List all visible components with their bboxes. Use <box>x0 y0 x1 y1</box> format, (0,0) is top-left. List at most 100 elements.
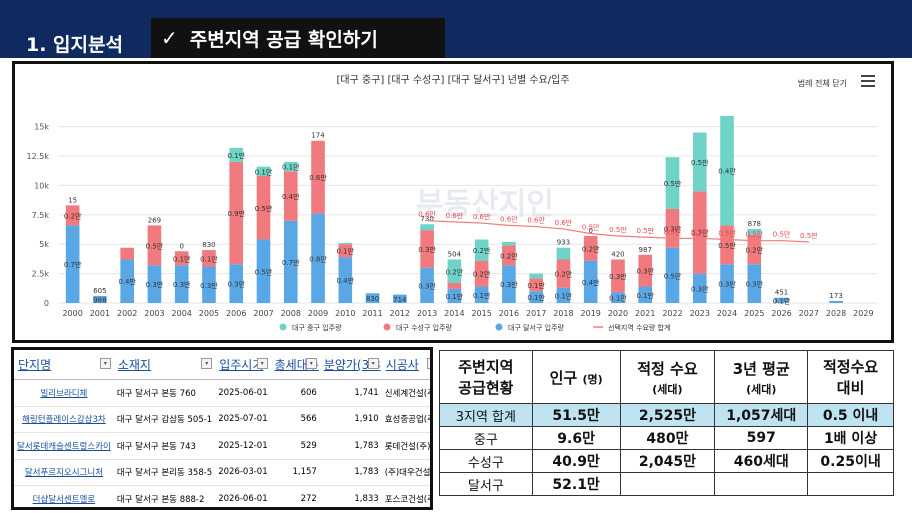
bar-suseong[interactable] <box>611 259 625 293</box>
bar-dalseo[interactable] <box>611 292 625 303</box>
x-tick-label: 2025 <box>744 309 764 318</box>
bar-suseong[interactable] <box>447 283 462 289</box>
filter-dropdown-icon[interactable]: ▾ <box>256 358 268 369</box>
bar-suseong[interactable] <box>229 161 244 265</box>
menu-icon[interactable] <box>861 75 875 87</box>
complex-name-link[interactable]: 빌리브라디체 <box>14 379 114 407</box>
bar-dalseo[interactable] <box>447 288 462 303</box>
bar-dalseo[interactable] <box>638 286 653 303</box>
bar-jung[interactable] <box>229 147 244 162</box>
bar-jung[interactable] <box>474 239 489 261</box>
bar-dalseo[interactable] <box>692 273 707 303</box>
bar-suseong[interactable] <box>338 244 353 258</box>
bar-jung[interactable] <box>747 228 762 235</box>
bar-jung[interactable] <box>529 273 543 279</box>
bar-suseong[interactable] <box>692 191 707 274</box>
bar-suseong[interactable] <box>720 225 734 265</box>
bar-jung[interactable] <box>720 116 734 226</box>
bar-dalseo[interactable] <box>529 291 543 303</box>
complex-name-link[interactable]: 달서푸르지오시그니처 <box>14 459 114 486</box>
bar-suseong[interactable] <box>147 225 162 266</box>
header-date[interactable]: 입주시기 ▾ <box>215 350 271 380</box>
bar-dalseo[interactable] <box>420 267 434 303</box>
header-name[interactable]: 단지명 ▾ <box>14 350 114 380</box>
bar-dalseo[interactable] <box>311 213 325 303</box>
bar-dalseo[interactable] <box>93 295 107 303</box>
legend-marker[interactable] <box>383 323 391 331</box>
header-population: 인구 (명) <box>531 350 621 404</box>
header-address[interactable]: 소재지 ▾ <box>113 350 216 380</box>
bar-suseong[interactable] <box>502 245 516 266</box>
bar-dalseo[interactable] <box>338 257 353 303</box>
bar-dalseo[interactable] <box>774 297 789 303</box>
bar-dalseo[interactable] <box>474 286 489 303</box>
address-cell: 대구 달서구 본동 743 <box>113 432 216 460</box>
bar-dalseo[interactable] <box>665 247 680 303</box>
bar-jung[interactable] <box>447 259 462 284</box>
bar-suseong[interactable] <box>556 259 571 288</box>
header-demand-unit: (세대) <box>652 382 683 396</box>
bar-suseong[interactable] <box>420 230 434 268</box>
bar-dalseo[interactable] <box>393 294 407 303</box>
bar-suseong[interactable] <box>174 251 189 266</box>
bar-suseong[interactable] <box>256 176 271 240</box>
bar-dalseo[interactable] <box>120 259 134 303</box>
bar-suseong[interactable] <box>65 205 80 226</box>
header-builder[interactable]: 시공사 ▾ <box>381 350 430 380</box>
bar-suseong[interactable] <box>747 234 762 265</box>
legend-marker[interactable] <box>279 323 287 331</box>
bar-dalseo[interactable] <box>502 265 516 303</box>
bar-jung[interactable] <box>556 247 571 260</box>
bar-data-label: 0.4만 <box>582 278 600 287</box>
complex-name-link[interactable]: 해링턴플레이스감삼3차 <box>14 406 114 433</box>
bar-total-label: 420 <box>611 250 624 258</box>
bar-suseong[interactable] <box>474 260 489 287</box>
legend-marker[interactable] <box>495 323 503 331</box>
header-price[interactable]: 분양가(3.3 ▾ <box>319 350 382 380</box>
bar-jung[interactable] <box>338 243 353 245</box>
header-units[interactable]: 총세대수 ▾ <box>270 350 320 380</box>
bar-jung[interactable] <box>692 132 707 192</box>
bar-data-label: 0.1만 <box>200 254 218 263</box>
bar-suseong[interactable] <box>283 171 298 221</box>
bar-suseong[interactable] <box>311 140 325 214</box>
address-cell: 대구 달서구 본동 760 <box>113 379 216 407</box>
bar-dalseo[interactable] <box>747 264 762 303</box>
bar-jung[interactable] <box>665 157 680 209</box>
bar-dalseo[interactable] <box>202 266 216 303</box>
x-tick-label: 2002 <box>117 309 137 318</box>
bar-jung[interactable] <box>502 241 516 246</box>
bar-dalseo[interactable] <box>365 293 380 303</box>
bar-data-label: 0.3만 <box>746 280 764 289</box>
demand-label: 0.6만 <box>418 210 436 219</box>
bar-dalseo[interactable] <box>829 300 843 303</box>
header-date-text: 입주시기 <box>219 358 264 372</box>
bar-suseong[interactable] <box>638 254 653 287</box>
bar-dalseo[interactable] <box>556 287 571 303</box>
complex-name-link[interactable]: 달서롯데캐슬센트럴스카이 <box>14 432 114 460</box>
bar-dalseo[interactable] <box>229 264 244 303</box>
header-ratio: 적정수요 대비 <box>807 350 894 404</box>
bar-dalseo[interactable] <box>283 220 298 303</box>
filter-dropdown-icon[interactable]: ▾ <box>201 358 213 369</box>
demand-label: 0.5만 <box>718 229 736 238</box>
bar-jung[interactable] <box>420 224 434 231</box>
bar-dalseo[interactable] <box>147 265 162 303</box>
bar-suseong[interactable] <box>202 250 216 267</box>
bar-dalseo[interactable] <box>174 265 189 303</box>
filter-dropdown-icon[interactable]: ▾ <box>305 358 317 369</box>
bar-suseong[interactable] <box>120 247 134 260</box>
filter-dropdown-icon[interactable]: ▾ <box>367 358 379 369</box>
bar-dalseo[interactable] <box>583 260 598 303</box>
bar-suseong[interactable] <box>583 235 598 261</box>
bar-dalseo[interactable] <box>256 239 271 303</box>
bar-jung[interactable] <box>283 161 298 172</box>
bar-dalseo[interactable] <box>720 264 734 303</box>
bar-dalseo[interactable] <box>65 225 80 303</box>
complex-name-link[interactable]: 더샵달서센트엘로 <box>14 485 114 507</box>
filter-dropdown-icon[interactable]: ▾ <box>99 358 111 369</box>
bar-suseong[interactable] <box>529 278 543 292</box>
filter-dropdown-icon[interactable]: ▾ <box>427 358 430 369</box>
legend-close-all-button[interactable]: 범례 전체 닫기 <box>797 79 847 88</box>
bar-jung[interactable] <box>256 166 271 177</box>
